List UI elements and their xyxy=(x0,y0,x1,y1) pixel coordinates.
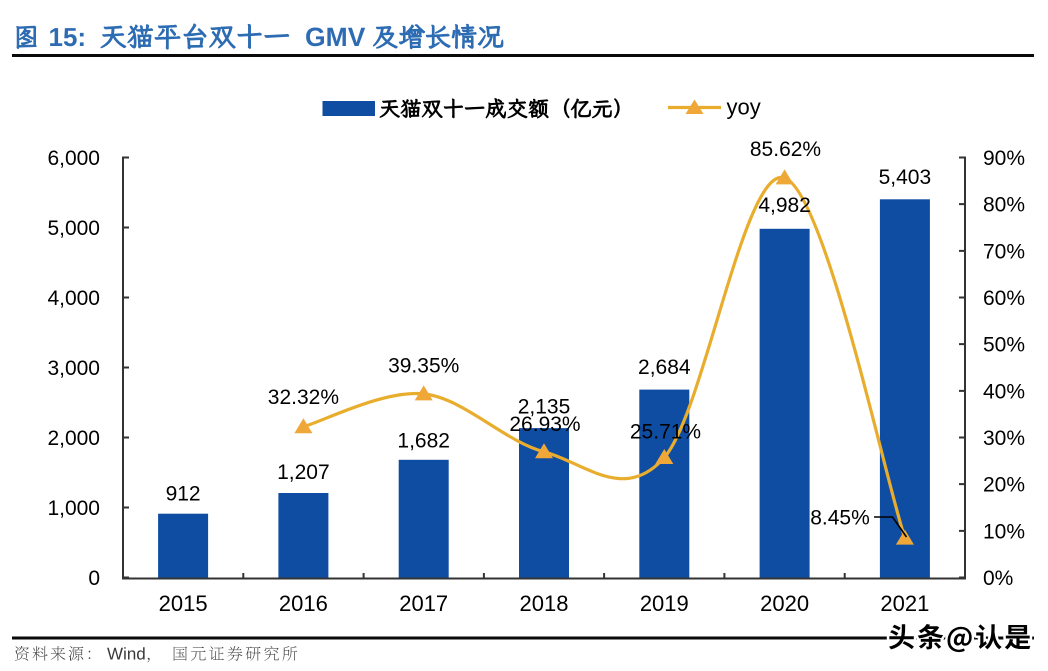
svg-text:39.35%: 39.35% xyxy=(388,355,459,378)
svg-text:2021: 2021 xyxy=(880,591,929,616)
svg-text:40%: 40% xyxy=(983,380,1025,403)
svg-text:30%: 30% xyxy=(983,427,1025,450)
svg-text:0%: 0% xyxy=(983,567,1013,590)
svg-text:2019: 2019 xyxy=(640,591,689,616)
svg-text:60%: 60% xyxy=(983,287,1025,310)
svg-text:80%: 80% xyxy=(983,194,1025,217)
svg-text:2,684: 2,684 xyxy=(638,356,691,379)
svg-text:1,000: 1,000 xyxy=(47,497,100,520)
svg-text:5,000: 5,000 xyxy=(47,217,100,240)
svg-text:70%: 70% xyxy=(983,240,1025,263)
svg-text:1,207: 1,207 xyxy=(277,461,330,484)
svg-text:4,000: 4,000 xyxy=(47,287,100,310)
svg-text:4,982: 4,982 xyxy=(758,194,811,217)
svg-text:2020: 2020 xyxy=(760,591,809,616)
svg-text:20%: 20% xyxy=(983,474,1025,497)
svg-text:2,000: 2,000 xyxy=(47,427,100,450)
svg-text:0: 0 xyxy=(88,567,100,590)
svg-text:10%: 10% xyxy=(983,520,1025,543)
svg-text:25.71%: 25.71% xyxy=(630,421,701,444)
svg-text:2015: 2015 xyxy=(159,591,208,616)
svg-text:2,135: 2,135 xyxy=(518,396,571,419)
svg-text:1,682: 1,682 xyxy=(397,430,450,453)
svg-text:2017: 2017 xyxy=(399,591,448,616)
svg-text:2018: 2018 xyxy=(520,591,569,616)
svg-text:50%: 50% xyxy=(983,334,1025,357)
svg-text:26.93%: 26.93% xyxy=(509,413,580,436)
svg-text:85.62%: 85.62% xyxy=(750,138,821,161)
svg-text:32.32%: 32.32% xyxy=(268,386,339,409)
svg-text:5,403: 5,403 xyxy=(879,166,932,189)
svg-text:90%: 90% xyxy=(983,147,1025,170)
svg-text:8.45%: 8.45% xyxy=(810,507,870,530)
svg-text:912: 912 xyxy=(166,483,201,506)
svg-text:3,000: 3,000 xyxy=(47,357,100,380)
svg-text:6,000: 6,000 xyxy=(47,147,100,170)
svg-text:yoy: yoy xyxy=(727,95,761,120)
svg-text:2016: 2016 xyxy=(279,591,328,616)
